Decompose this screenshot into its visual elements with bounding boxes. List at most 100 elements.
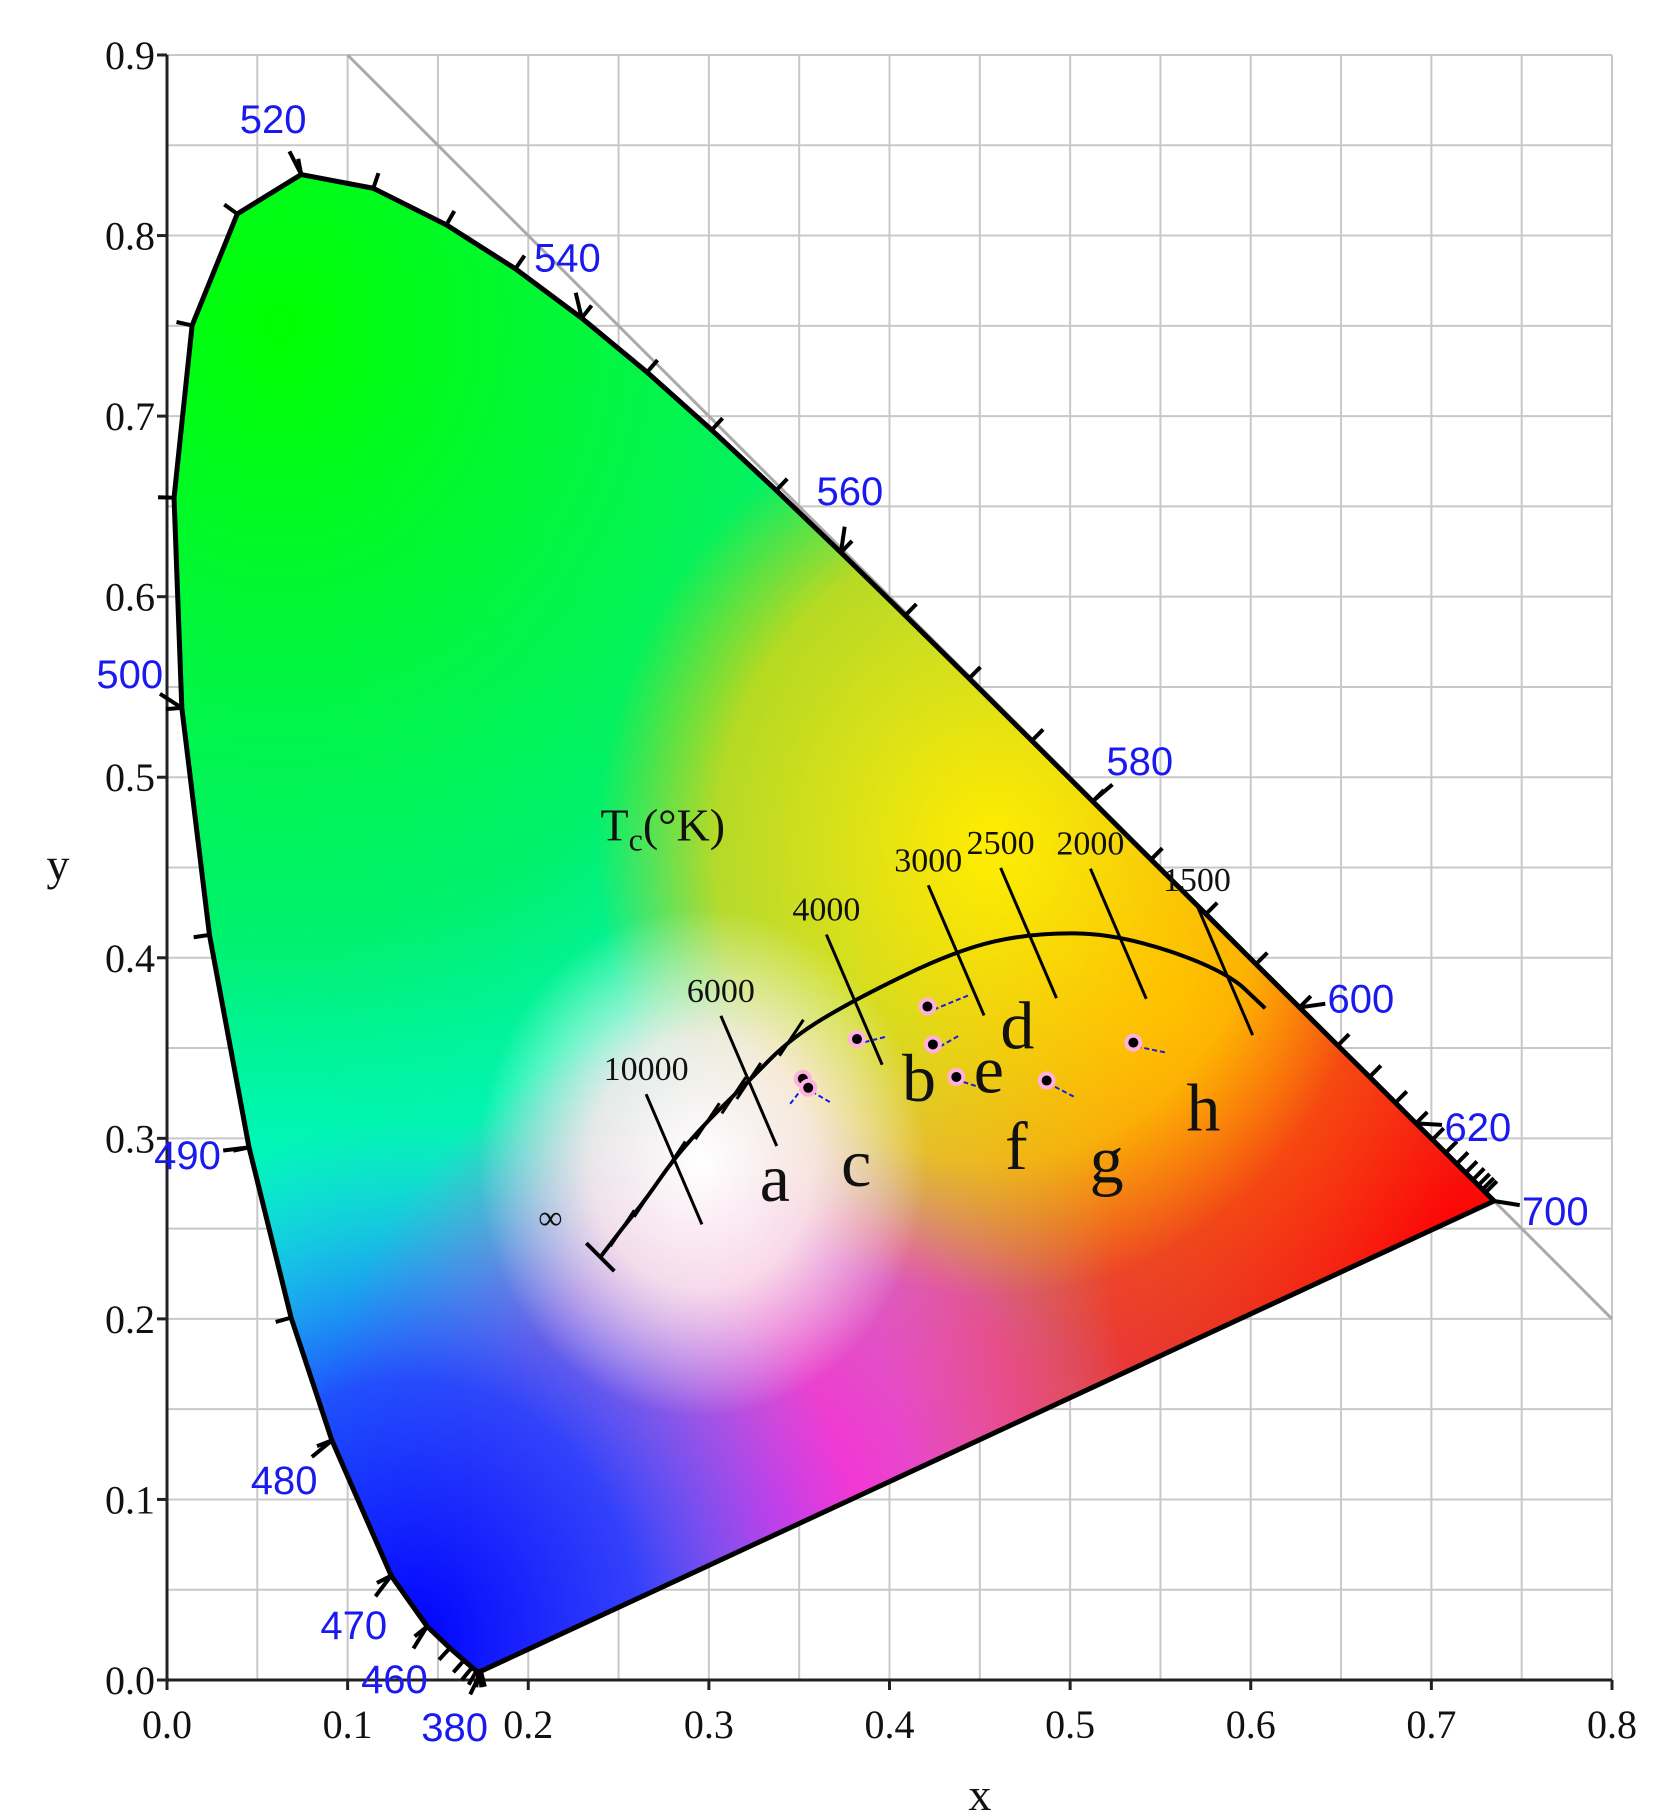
x-tick-label: 0.4 bbox=[865, 1702, 915, 1747]
planck-tick bbox=[632, 1179, 660, 1218]
wavelength-tick bbox=[158, 692, 183, 710]
wavelength-tick bbox=[287, 150, 303, 176]
wavelength-tick bbox=[1299, 1001, 1326, 1010]
wavelength-label: 580 bbox=[1106, 740, 1173, 784]
isotherm-line bbox=[926, 884, 986, 1017]
planckian-locus bbox=[584, 867, 1267, 1273]
y-tick-label: 0.2 bbox=[105, 1297, 155, 1342]
y-tick-label: 0.7 bbox=[105, 394, 155, 439]
locus-tick bbox=[645, 358, 660, 374]
wavelength-tick bbox=[222, 1145, 250, 1153]
locus-tick bbox=[1394, 1090, 1409, 1105]
locus-tick bbox=[460, 1666, 474, 1682]
x-tick-label: 0.7 bbox=[1406, 1702, 1456, 1747]
locus-tick bbox=[1455, 1151, 1470, 1166]
x-tick-label: 0.1 bbox=[323, 1702, 373, 1747]
planck-tick bbox=[720, 1076, 748, 1115]
point-label-g: g bbox=[1090, 1122, 1124, 1198]
locus-tick bbox=[1444, 1140, 1459, 1155]
locus-tick bbox=[1484, 1179, 1499, 1194]
point-label-c: c bbox=[841, 1125, 871, 1201]
isotherm-label: 10000 bbox=[604, 1051, 689, 1088]
locus-tick bbox=[466, 1669, 479, 1686]
wavelength-label: 560 bbox=[817, 470, 884, 514]
wavelength-tick bbox=[310, 1438, 334, 1459]
y-tick-label: 0.6 bbox=[105, 575, 155, 620]
point-arrow bbox=[789, 1082, 808, 1105]
y-tick-label: 0.3 bbox=[105, 1116, 155, 1161]
point-label-f: f bbox=[1005, 1108, 1028, 1184]
wavelength-label: 540 bbox=[534, 237, 601, 281]
point-label-e: e bbox=[974, 1031, 1004, 1107]
sample-points bbox=[789, 994, 1166, 1105]
wavelength-tick bbox=[1493, 1199, 1521, 1208]
y-tick-label: 0.4 bbox=[105, 936, 155, 981]
locus-tick bbox=[451, 1659, 466, 1674]
isotherm-label: 1500 bbox=[1163, 862, 1231, 899]
point-label-h: h bbox=[1186, 1070, 1220, 1146]
isotherm-line bbox=[999, 867, 1058, 999]
wavelength-label: 490 bbox=[154, 1134, 221, 1178]
point-c bbox=[803, 1082, 814, 1093]
locus-tick bbox=[1204, 901, 1219, 916]
planck-tick bbox=[694, 1102, 721, 1141]
isotherm-label: 6000 bbox=[687, 973, 755, 1010]
wavelength-label: 520 bbox=[240, 98, 307, 142]
wavelength-tick bbox=[468, 1670, 484, 1696]
point-d bbox=[922, 1001, 933, 1012]
y-tick-label: 0.5 bbox=[105, 755, 155, 800]
wavelength-tick bbox=[373, 1574, 393, 1598]
point-arrow bbox=[931, 994, 969, 1012]
wavelength-tick bbox=[838, 526, 847, 553]
y-tick-label: 0.8 bbox=[105, 214, 155, 259]
isotherm-line bbox=[644, 1093, 704, 1225]
locus-tick bbox=[444, 209, 457, 226]
locus-tick bbox=[193, 932, 210, 940]
locus-tick bbox=[223, 202, 239, 216]
locus-tick bbox=[1431, 1126, 1446, 1142]
locus-tick bbox=[903, 602, 918, 617]
isotherm-label: 3000 bbox=[894, 842, 962, 879]
locus-tick bbox=[371, 172, 381, 189]
locus-tick bbox=[774, 477, 789, 492]
isotherm-line bbox=[1195, 904, 1255, 1036]
isotherm-label: 2500 bbox=[967, 825, 1035, 862]
tc-title: Tc(°K) bbox=[601, 799, 726, 857]
point-label-d: d bbox=[1000, 988, 1034, 1064]
locus-tick bbox=[1254, 951, 1269, 966]
locus-tick bbox=[437, 1646, 452, 1662]
wavelength-label: 480 bbox=[251, 1459, 318, 1503]
y-tick-label: 0.9 bbox=[105, 33, 155, 78]
point-arrow bbox=[960, 1079, 984, 1090]
wavelength-tick bbox=[411, 1625, 429, 1650]
isotherm-line bbox=[1089, 868, 1148, 1000]
wavelength-tick bbox=[1415, 1121, 1443, 1127]
point-f bbox=[951, 1071, 962, 1082]
x-tick-label: 0.6 bbox=[1226, 1702, 1276, 1747]
wavelength-label: 620 bbox=[1445, 1106, 1512, 1150]
locus-tick bbox=[1149, 846, 1164, 861]
axes: 0.0 0.1 0.2 0.3 0.4 0.5 0.6 0.7 0.8 0.0 0.1 0.2 0.3 0… bbox=[47, 33, 1638, 1819]
infinity-bar bbox=[584, 1241, 616, 1273]
y-axis-title: y bbox=[47, 839, 70, 890]
locus-tick bbox=[710, 416, 725, 432]
wavelength-label: 600 bbox=[1328, 978, 1395, 1022]
locus-tick bbox=[1476, 1172, 1492, 1187]
point-e bbox=[927, 1039, 938, 1050]
planck-tick bbox=[778, 1018, 805, 1057]
point-arrow bbox=[1050, 1083, 1075, 1098]
x-tick-label: 0.2 bbox=[503, 1702, 553, 1747]
locus-tick bbox=[1481, 1176, 1496, 1191]
wavelength-tick bbox=[573, 292, 584, 319]
locus-tick bbox=[1030, 727, 1045, 743]
y-tick-label: 0.0 bbox=[105, 1658, 155, 1703]
locus-tick bbox=[1336, 1032, 1351, 1047]
wavelength-tick bbox=[1091, 782, 1114, 803]
point-g bbox=[1041, 1075, 1052, 1086]
wavelength-label: 500 bbox=[96, 653, 163, 697]
locus-tick bbox=[176, 320, 193, 328]
x-tick-label: 0.5 bbox=[1045, 1702, 1095, 1747]
locus-tick bbox=[1368, 1064, 1383, 1079]
